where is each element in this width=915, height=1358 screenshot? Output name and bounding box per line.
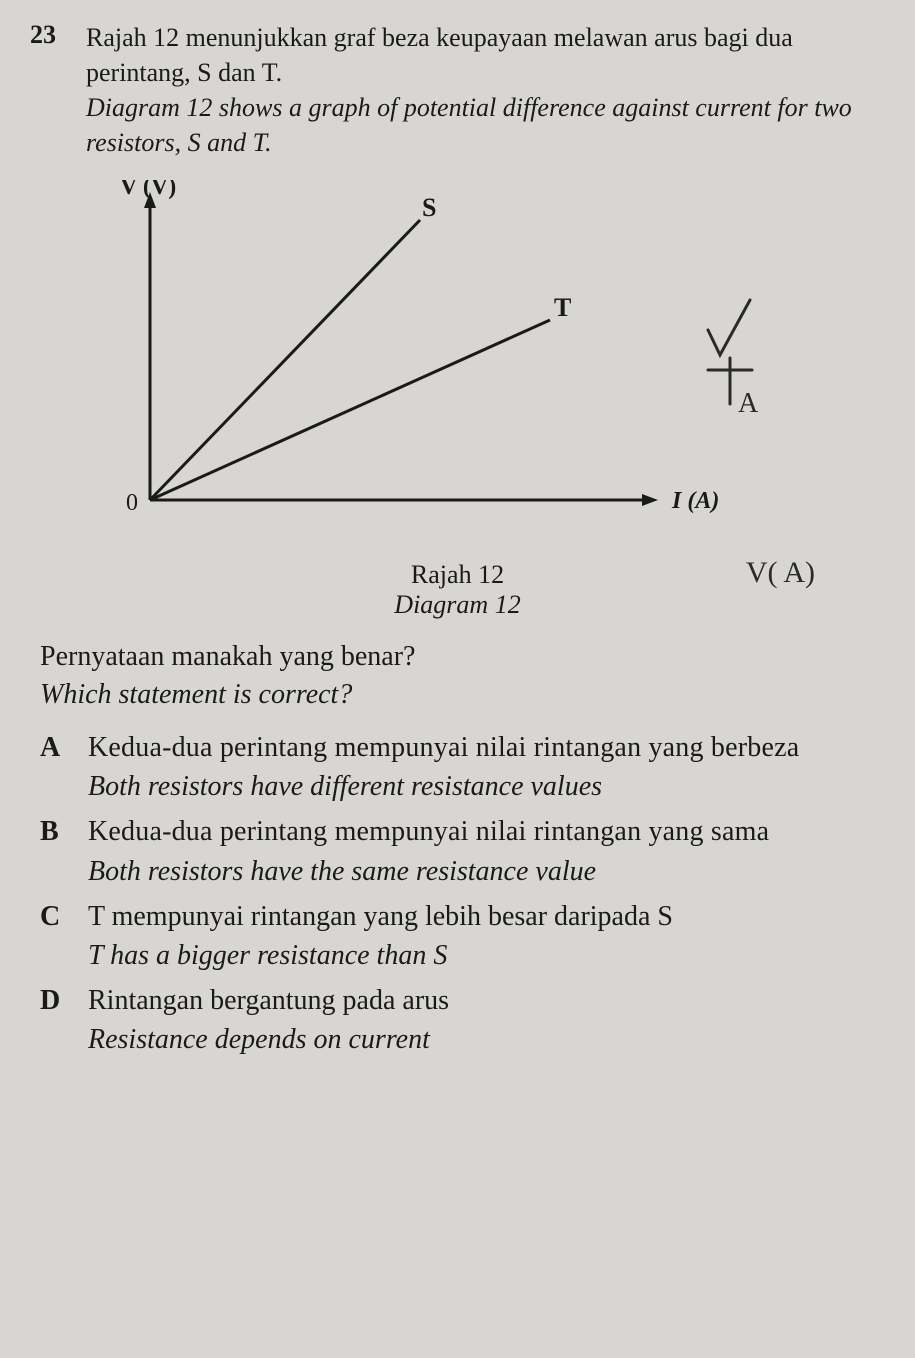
option-c: C T mempunyai rintangan yang lebih besar… (40, 897, 885, 975)
option-a: A Kedua-dua perintang mempunyai nilai ri… (40, 728, 885, 806)
option-d: D Rintangan bergantung pada arus Resista… (40, 981, 885, 1059)
series-s-line (150, 220, 420, 500)
option-d-en: Resistance depends on current (88, 1020, 885, 1059)
question-en: Diagram 12 shows a graph of potential di… (86, 93, 852, 157)
series-t-label: T (554, 293, 571, 322)
option-b-ms: Kedua-dua perintang mempunyai nilai rint… (88, 812, 885, 851)
option-c-en: T has a bigger resistance than S (88, 936, 885, 975)
option-d-ms: Rintangan bergantung pada arus (88, 981, 885, 1020)
question-header: 23 Rajah 12 menunjukkan graf beza keupay… (30, 20, 885, 160)
option-letter: A (40, 728, 70, 767)
prompt-en: Which statement is correct? (40, 676, 885, 714)
handwritten-a: A (738, 388, 759, 419)
option-letter: B (40, 812, 70, 851)
option-a-en: Both resistors have different resistance… (88, 767, 885, 806)
x-axis-arrow (642, 494, 658, 506)
option-c-ms: T mempunyai rintangan yang lebih besar d… (88, 897, 885, 936)
handwritten-annotation: A (708, 300, 759, 419)
x-axis-label: I (A) (671, 488, 719, 514)
question-number: 23 (30, 20, 70, 50)
graph-svg: V (V) I (A) 0 S T A (90, 180, 790, 550)
prompt: Pernyataan manakah yang benar? Which sta… (40, 638, 885, 714)
y-axis-label: V (V) (120, 180, 176, 200)
series-s-label: S (422, 193, 436, 222)
diagram-caption-en: Diagram 12 (30, 590, 885, 620)
series-t-line (150, 320, 550, 500)
option-letter: D (40, 981, 70, 1020)
origin-label: 0 (126, 490, 138, 516)
options-list: A Kedua-dua perintang mempunyai nilai ri… (40, 728, 885, 1060)
prompt-ms: Pernyataan manakah yang benar? (40, 638, 885, 676)
option-b: B Kedua-dua perintang mempunyai nilai ri… (40, 812, 885, 890)
option-letter: C (40, 897, 70, 936)
option-b-en: Both resistors have the same resistance … (88, 852, 885, 891)
option-a-ms: Kedua-dua perintang mempunyai nilai rint… (88, 728, 885, 767)
question-text: Rajah 12 menunjukkan graf beza keupayaan… (86, 20, 885, 160)
diagram-caption: Rajah 12 Diagram 12 V( A) (30, 560, 885, 620)
handwritten-va: V( A) (746, 556, 815, 590)
question-ms: Rajah 12 menunjukkan graf beza keupayaan… (86, 23, 793, 87)
vi-graph: V (V) I (A) 0 S T A (90, 180, 885, 550)
